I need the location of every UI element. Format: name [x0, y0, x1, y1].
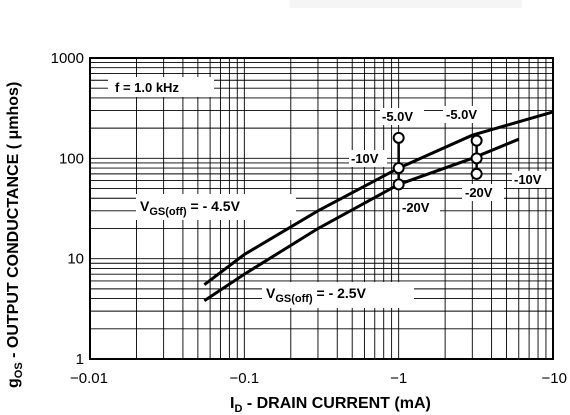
x-axis-title: ID - DRAIN CURRENT (mA)	[230, 395, 431, 415]
label-20v-right: -20V	[465, 185, 493, 200]
vgs2-label-sub: GS(off)	[275, 293, 313, 305]
y-tick-label: 1	[76, 351, 84, 368]
data-marker	[470, 167, 483, 180]
x-axis-title-rest: - DRAIN CURRENT (mA)	[242, 395, 430, 412]
y-axis-title-rest: - OUTPUT CONDUCTANCE ( μmhos)	[5, 82, 22, 363]
data-marker	[470, 134, 483, 147]
data-marker	[470, 152, 483, 165]
x-axis-title-sub: D	[234, 403, 242, 415]
y-axis-title: gOS - OUTPUT CONDUCTANCE ( μmhos)	[5, 82, 25, 388]
label-5v-left: -5.0V	[382, 109, 413, 124]
y-tick-label: 100	[59, 150, 84, 167]
y-axis-title-main: g	[5, 378, 22, 388]
data-marker	[392, 162, 405, 175]
x-tick-label: −1	[390, 370, 407, 387]
x-axis-title-main: I	[230, 395, 234, 412]
label-20v-left: -20V	[402, 200, 430, 215]
cropped-header-region	[290, 0, 522, 8]
vgs2-label-v: V	[266, 285, 276, 301]
marker-labels: -5.0V -10V -20V -5.0V -20V -10V	[349, 106, 552, 216]
frequency-label: f = 1.0 kHz	[115, 80, 179, 95]
label-10v-left: -10V	[351, 151, 379, 166]
label-10v-right: -10V	[514, 172, 542, 187]
plot-frame	[89, 57, 554, 360]
data-marker	[392, 131, 405, 144]
svg-text:VGS(off) = - 4.5V: VGS(off) = - 4.5V	[140, 198, 241, 218]
x-tick-label: −0.1	[230, 370, 260, 387]
tick-labels: −0.01 −0.1 −1 −10 1 10 100 1000	[51, 50, 567, 387]
vgs-label-sub: GS(off)	[149, 206, 187, 218]
data-marker	[392, 178, 405, 191]
y-tick-label: 10	[67, 251, 84, 268]
y-axis-title-sub: OS	[13, 362, 25, 378]
vgs-label-rest: = - 4.5V	[187, 198, 241, 214]
vgs-off-4-5-annotation: VGS(off) = - 4.5V	[136, 194, 296, 220]
x-tick-label: −0.01	[70, 370, 108, 387]
marker-layer	[392, 131, 483, 191]
y-tick-label: 1000	[51, 50, 84, 67]
vgs2-label-rest: = - 2.5V	[313, 285, 367, 301]
frequency-annotation: f = 1.0 kHz	[108, 77, 214, 97]
vgs-label-v: V	[140, 198, 150, 214]
svg-text:VGS(off) = - 2.5V: VGS(off) = - 2.5V	[266, 285, 367, 305]
x-tick-label: −10	[542, 370, 567, 387]
series-line-1	[203, 110, 554, 286]
label-5v-right: -5.0V	[446, 107, 477, 122]
vgs-off-2-5-annotation: VGS(off) = - 2.5V	[262, 282, 414, 308]
